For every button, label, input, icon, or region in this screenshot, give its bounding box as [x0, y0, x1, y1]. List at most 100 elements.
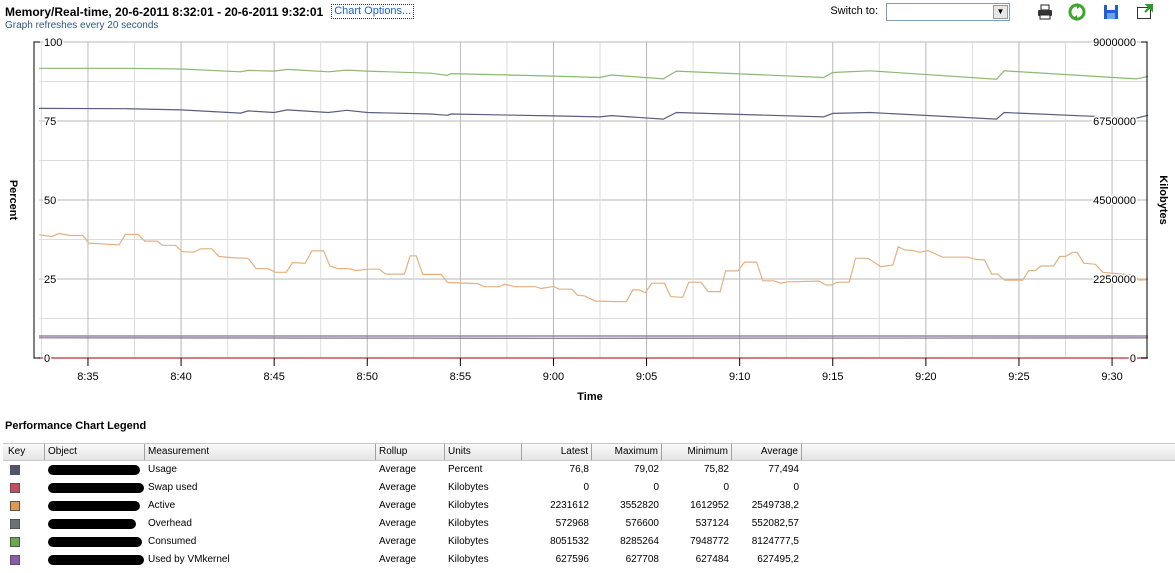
series-color-key	[10, 501, 20, 511]
series-color-key	[10, 465, 20, 475]
legend-cell-units: Kilobytes	[448, 518, 489, 529]
redacted-object-name	[48, 537, 142, 547]
legend-cell-latest: 76,8	[569, 464, 589, 475]
refresh-icon[interactable]	[1068, 3, 1086, 21]
legend-cell-measurement: Consumed	[148, 536, 197, 547]
legend-cell-minimum: 0	[723, 482, 729, 493]
chart-grid	[39, 41, 1148, 359]
legend-cell-units: Kilobytes	[448, 482, 489, 493]
legend-row[interactable]: Overhead Average Kilobytes 572968 576600 5371…	[3, 515, 1175, 533]
y-tick-right: 0	[1130, 353, 1136, 365]
legend-row[interactable]: Swap used Average Kilobytes 0 0 0 0	[3, 479, 1175, 497]
column-header-minimum[interactable]: Minimum	[662, 444, 732, 460]
x-axis-title: Time	[577, 391, 602, 403]
legend-cell-rollup: Average	[379, 482, 417, 493]
series-color-key	[10, 555, 20, 565]
column-header-key[interactable]: Key	[5, 444, 45, 460]
redacted-object-name	[48, 465, 140, 475]
legend-row[interactable]: Usage Average Percent 76,8 79,02 75,82 77,494	[3, 461, 1175, 479]
series-line-consumed	[39, 67, 1149, 80]
x-tick-label: 9:00	[543, 371, 564, 383]
chart-header: Memory/Real-time, 20-6-2011 8:32:01 - 20…	[5, 4, 415, 19]
series-color-key	[10, 537, 20, 547]
legend-cell-rollup: Average	[379, 464, 417, 475]
legend-cell-latest: 0	[583, 482, 589, 493]
x-tick-label: 8:35	[77, 371, 98, 383]
legend-cell-latest: 627596	[555, 554, 589, 565]
y-tick-right: 4500000	[1093, 195, 1136, 207]
legend-cell-maximum: 627708	[625, 554, 659, 565]
column-header-rollup[interactable]: Rollup	[376, 444, 445, 460]
column-header-average[interactable]: Average	[732, 444, 802, 460]
legend-cell-measurement: Usage	[148, 464, 177, 475]
y-axis-title-left: Percent	[7, 180, 19, 221]
legend-cell-units: Kilobytes	[448, 554, 489, 565]
legend-row[interactable]: Active Average Kilobytes 2231612 3552820 1612…	[3, 497, 1175, 515]
left-axis	[33, 41, 40, 359]
legend-cell-average: 627495,2	[757, 554, 799, 565]
x-tick-label: 9:05	[636, 371, 657, 383]
y-tick-right: 9000000	[1093, 37, 1136, 49]
legend-header-row: Key Object Measurement Rollup Units Latest Max…	[3, 443, 1175, 461]
redacted-object-name	[48, 555, 144, 565]
legend-cell-latest: 572968	[555, 518, 589, 529]
legend-cell-measurement: Swap used	[148, 482, 198, 493]
legend-table: Key Object Measurement Rollup Units Latest Max…	[3, 443, 1175, 569]
popout-icon[interactable]	[1136, 3, 1154, 21]
chevron-down-icon[interactable]: ▼	[993, 5, 1008, 19]
column-header-object[interactable]: Object	[45, 444, 145, 460]
y-tick-left: 50	[44, 195, 56, 207]
printer-icon[interactable]	[1036, 3, 1054, 21]
legend-cell-units: Kilobytes	[448, 536, 489, 547]
right-axis	[1141, 41, 1148, 359]
legend-title: Performance Chart Legend	[5, 420, 147, 432]
column-header-units[interactable]: Units	[445, 444, 522, 460]
y-tick-left: 75	[44, 116, 56, 128]
chart-title: Memory/Real-time, 20-6-2011 8:32:01 - 20…	[5, 4, 324, 19]
chart-series	[38, 67, 1149, 359]
legend-cell-minimum: 7948772	[690, 536, 729, 547]
legend-cell-maximum: 576600	[625, 518, 659, 529]
x-tick-label: 9:10	[729, 371, 750, 383]
x-tick-label: 9:25	[1008, 371, 1029, 383]
legend-cell-latest: 8051532	[550, 536, 589, 547]
column-header-latest[interactable]: Latest	[522, 444, 592, 460]
legend-cell-rollup: Average	[379, 536, 417, 547]
x-tick-label: 9:20	[915, 371, 936, 383]
y-tick-left: 25	[44, 274, 56, 286]
x-tick-label: 8:45	[263, 371, 284, 383]
legend-cell-average: 552082,57	[751, 518, 799, 529]
series-color-key	[10, 519, 20, 529]
legend-cell-units: Kilobytes	[448, 500, 489, 511]
legend-cell-measurement: Overhead	[148, 518, 192, 529]
column-header-measurement[interactable]: Measurement	[145, 444, 376, 460]
switch-to-select[interactable]: ▼	[886, 3, 1010, 21]
legend-cell-rollup: Average	[379, 554, 417, 565]
save-icon[interactable]	[1102, 3, 1120, 21]
column-header-maximum[interactable]: Maximum	[592, 444, 662, 460]
series-line-usage	[38, 107, 1149, 120]
legend-row[interactable]: Consumed Average Kilobytes 8051532 8285264 79…	[3, 533, 1175, 551]
legend-cell-minimum: 537124	[695, 518, 729, 529]
redacted-object-name	[48, 501, 140, 511]
legend-cell-units: Percent	[448, 464, 483, 475]
x-tick-label: 8:55	[450, 371, 471, 383]
legend-cell-maximum: 79,02	[633, 464, 659, 475]
legend-cell-rollup: Average	[379, 500, 417, 511]
legend-cell-average: 2549738,2	[751, 500, 799, 511]
series-line-overhead	[38, 337, 1149, 339]
series-line-active	[38, 232, 1149, 303]
x-tick-label: 8:50	[357, 371, 378, 383]
redacted-object-name	[48, 483, 144, 493]
chart-options-link[interactable]: Chart Options...	[331, 4, 415, 19]
y-tick-right: 2250000	[1093, 274, 1136, 286]
legend-cell-measurement: Active	[148, 500, 176, 511]
legend-cell-maximum: 3552820	[620, 500, 659, 511]
legend-row[interactable]: Used by VMkernel Average Kilobytes 627596 62…	[3, 551, 1175, 569]
legend-cell-rollup: Average	[379, 518, 417, 529]
legend-cell-measurement: Used by VMkernel	[148, 554, 230, 565]
series-color-key	[10, 483, 20, 493]
switch-to-label: Switch to:	[830, 5, 878, 17]
y-tick-left: 100	[44, 37, 62, 49]
legend-cell-minimum: 1612952	[690, 500, 729, 511]
